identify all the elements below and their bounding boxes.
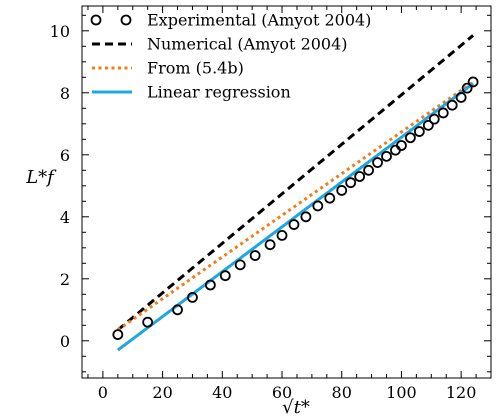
y-tick-label: 6	[60, 146, 70, 165]
series-line-linear-regression	[116, 82, 474, 352]
data-point	[324, 192, 336, 204]
axes: 0 20 40 60 80 100 120 0 2 4 6 8 10	[50, 5, 492, 402]
y-tick-label: 4	[60, 208, 70, 227]
data-point	[413, 126, 425, 137]
data-point	[446, 99, 458, 111]
data-point	[204, 279, 216, 291]
y-axis-label: L*f	[25, 167, 57, 188]
data-point	[467, 76, 479, 88]
legend-entry: From (5.4b)	[147, 59, 244, 78]
data-point	[345, 177, 357, 189]
x-tick-label: 20	[152, 383, 172, 402]
data-point	[381, 150, 392, 162]
data-point	[172, 304, 183, 316]
x-tick-label: 80	[332, 383, 352, 402]
data-point	[249, 250, 261, 261]
data-point	[404, 132, 416, 144]
data-point	[396, 140, 407, 151]
y-tick-label: 0	[60, 332, 70, 351]
data-point	[455, 92, 467, 103]
data-point	[422, 119, 434, 131]
legend-entry: Experimental (Amyot 2004)	[147, 11, 371, 30]
data-point	[336, 185, 348, 196]
data-point	[234, 259, 246, 271]
legend-marker	[90, 14, 102, 26]
data-point	[363, 164, 374, 176]
data-point	[390, 144, 401, 156]
legend: Experimental (Amyot 2004) Numerical (Amyo…	[90, 11, 371, 102]
data-point	[112, 329, 124, 341]
x-axis-label: √t*	[282, 397, 310, 418]
legend-entry: Linear regression	[147, 83, 291, 102]
data-point	[219, 270, 231, 282]
x-tick-label: 120	[446, 383, 477, 402]
y-tick-label: 10	[50, 22, 70, 41]
data-point	[300, 211, 312, 223]
x-tick-label: 0	[98, 383, 108, 402]
data-point	[437, 107, 449, 119]
data-point	[264, 239, 276, 251]
legend-marker	[120, 14, 132, 26]
series-line-numerical-amyot-2004	[116, 34, 475, 332]
data-point	[276, 229, 288, 241]
data-point	[372, 157, 383, 168]
data-point	[461, 82, 473, 94]
legend-entry: Numerical (Amyot 2004)	[147, 35, 348, 54]
y-tick-label: 2	[60, 270, 70, 289]
series-line-from-5-4b	[116, 80, 474, 332]
x-tick-label: 60	[272, 383, 292, 402]
y-tick-label: 8	[60, 84, 70, 103]
data-point	[187, 291, 198, 303]
data-point	[428, 113, 440, 125]
x-tick-label: 100	[386, 383, 417, 402]
data-point	[288, 219, 300, 230]
plot-frame	[81, 5, 492, 379]
data-point	[142, 316, 154, 328]
data-point	[312, 200, 324, 212]
plot-area	[112, 34, 479, 352]
data-point	[354, 171, 366, 182]
x-tick-label: 40	[212, 383, 232, 402]
